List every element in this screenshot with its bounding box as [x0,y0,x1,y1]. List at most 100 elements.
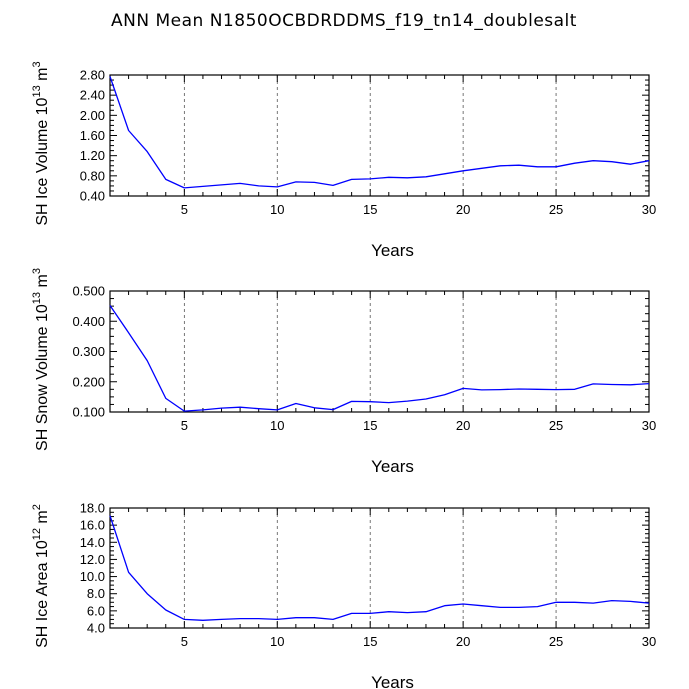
y-tick-label: 2.00 [80,108,105,123]
plot-frame [109,290,650,413]
data-point [406,177,408,179]
x-axis-label: Years [371,241,414,260]
data-point [536,388,538,390]
x-axis-label: Years [371,457,414,476]
y-tick-label: 1.20 [80,148,105,163]
data-point [518,388,520,390]
data-point [350,612,352,614]
y-tick-label: 2.80 [80,68,105,83]
data-point [220,184,222,186]
x-tick-label: 10 [270,634,284,649]
data-point [481,167,483,169]
data-point [592,383,594,385]
data-point [388,176,390,178]
x-tick-label: 10 [270,202,284,217]
x-tick-label: 15 [363,418,377,433]
chart-panel-1: 5 10 15 20 25 30 0.40 0.80 1.20 1.60 2.00 2.40 2.80 Y… [31,61,656,260]
chart-panels: 5 10 15 20 25 30 0.40 0.80 1.20 1.60 2.00 2.40 2.80 Y… [31,61,656,689]
data-point [629,600,631,602]
data-point [611,161,613,163]
x-tick-label: 20 [456,418,470,433]
x-tick-label: 25 [549,202,563,217]
data-point [183,187,185,189]
data-point [146,593,148,595]
data-point [257,185,259,187]
data-point [350,178,352,180]
data-point [443,394,445,396]
y-tick-label: 6.0 [87,603,105,618]
data-point [220,618,222,620]
data-point [406,611,408,613]
y-tick-label: 14.0 [80,535,105,550]
y-axis-label: SH Snow Volume 1013 m3 [31,268,51,451]
data-point [443,173,445,175]
data-point [499,388,501,390]
data-point [481,605,483,607]
y-tick-label: 16.0 [80,518,105,533]
data-point [127,332,129,334]
data-point [220,407,222,409]
data-point [369,178,371,180]
data-point [239,406,241,408]
y-tick-label: 2.40 [80,88,105,103]
data-point [629,163,631,165]
data-point [499,606,501,608]
data-point [146,150,148,152]
x-tick-label: 5 [181,634,188,649]
data-point [499,165,501,167]
x-tick-label: 25 [549,634,563,649]
data-point [295,617,297,619]
data-point [406,400,408,402]
x-tick-label: 10 [270,418,284,433]
data-point [425,611,427,613]
data-point [555,388,557,390]
y-tick-label: 0.300 [72,344,105,359]
x-tick-label: 25 [549,418,563,433]
data-point [462,170,464,172]
data-point [313,617,315,619]
data-point [629,384,631,386]
x-tick-label: 30 [642,634,656,649]
data-point [481,389,483,391]
data-point [127,571,129,573]
data-point [462,387,464,389]
y-axis-label: SH Ice Volume 1013 m3 [31,61,51,225]
data-point [109,304,111,306]
x-tick-label: 30 [642,202,656,217]
data-point [388,611,390,613]
y-tick-label: 0.100 [72,405,105,420]
data-point [239,617,241,619]
data-point [536,166,538,168]
data-point [518,606,520,608]
y-tick-label: 1.60 [80,128,105,143]
y-tick-label: 18.0 [80,501,105,516]
data-point [462,603,464,605]
x-axis-label: Years [371,673,414,689]
data-point [109,515,111,517]
data-point [127,129,129,131]
data-point [369,612,371,614]
data-point [425,176,427,178]
data-point [573,601,575,603]
data-point [165,397,167,399]
series-line [109,305,650,412]
data-point [276,618,278,620]
chart-panel-3: 5 10 15 20 25 30 4.0 6.0 8.0 10.0 12.0 14.0 16.0 18.0… [31,501,656,689]
data-point [295,402,297,404]
data-point [573,388,575,390]
data-point [332,408,334,410]
data-point [202,409,204,411]
y-tick-label: 0.80 [80,168,105,183]
data-point [165,178,167,180]
data-point [648,160,650,162]
y-tick-label: 12.0 [80,552,105,567]
y-tick-label: 8.0 [87,586,105,601]
data-point [202,185,204,187]
x-tick-label: 30 [642,418,656,433]
plot-frame [109,74,650,197]
data-point [313,181,315,183]
data-point [555,166,557,168]
data-point [239,182,241,184]
plot-frame [109,507,650,629]
